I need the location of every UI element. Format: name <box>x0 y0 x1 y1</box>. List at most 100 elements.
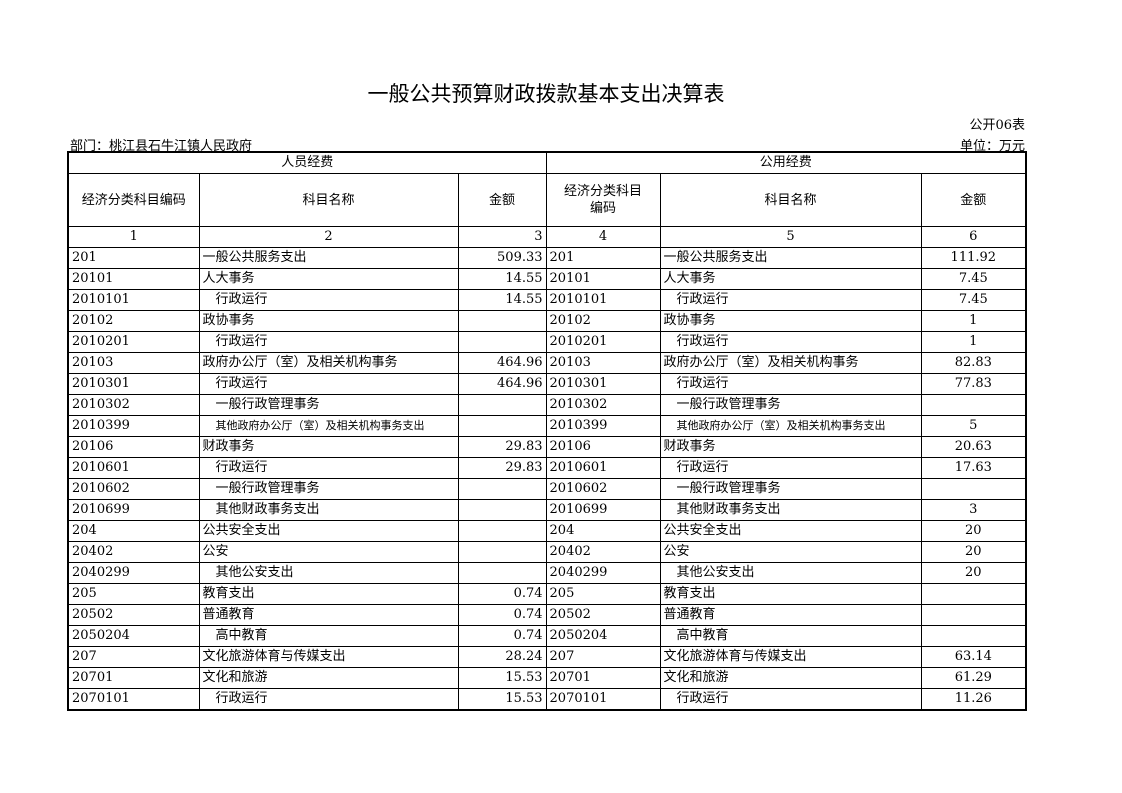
personnel-amount <box>457 415 547 437</box>
personnel-name: 行政运行 <box>198 331 459 353</box>
personnel-code: 2010101 <box>67 289 200 311</box>
personnel-name: 高中教育 <box>198 625 459 647</box>
public-code: 2010301 <box>545 373 661 395</box>
personnel-amount: 29.83 <box>457 457 547 479</box>
personnel-amount <box>457 562 547 584</box>
public-code: 2010699 <box>545 499 661 521</box>
public-name: 政府办公厅（室）及相关机构事务 <box>659 352 922 374</box>
public-code: 2070101 <box>545 688 661 711</box>
personnel-code: 2010699 <box>67 499 200 521</box>
public-code: 2040299 <box>545 562 661 584</box>
personnel-name: 行政运行 <box>198 688 459 711</box>
public-name: 文化和旅游 <box>659 667 922 689</box>
personnel-code: 2010302 <box>67 394 200 416</box>
public-amount <box>920 478 1027 500</box>
col-number: 5 <box>659 226 922 248</box>
personnel-code: 204 <box>67 520 200 542</box>
personnel-code: 2050204 <box>67 625 200 647</box>
public-code: 2010201 <box>545 331 661 353</box>
personnel-name: 行政运行 <box>198 289 459 311</box>
public-amount: 3 <box>920 499 1027 521</box>
personnel-name: 财政事务 <box>198 436 459 458</box>
public-name: 其他公安支出 <box>659 562 922 584</box>
personnel-amount: 15.53 <box>457 667 547 689</box>
public-amount <box>920 394 1027 416</box>
personnel-amount: 14.55 <box>457 268 547 290</box>
public-name: 高中教育 <box>659 625 922 647</box>
personnel-code: 2010301 <box>67 373 200 395</box>
public-amount: 1 <box>920 331 1027 353</box>
personnel-amount <box>457 394 547 416</box>
table-row: 2010201 行政运行 2010201 行政运行 1 <box>67 331 1027 353</box>
personnel-amount: 464.96 <box>457 373 547 395</box>
personnel-code: 20101 <box>67 268 200 290</box>
personnel-name: 政府办公厅（室）及相关机构事务 <box>198 352 459 374</box>
col-number: 3 <box>457 226 547 248</box>
table-row: 207 文化旅游体育与传媒支出 28.24 207 文化旅游体育与传媒支出 63.14 <box>67 646 1027 668</box>
personnel-code: 20106 <box>67 436 200 458</box>
table-row: 2070101 行政运行 15.53 2070101 行政运行 11.26 <box>67 688 1027 711</box>
table-row: 2010601 行政运行 29.83 2010601 行政运行 17.63 <box>67 457 1027 479</box>
public-amount <box>920 583 1027 605</box>
personnel-amount <box>457 541 547 563</box>
public-name: 财政事务 <box>659 436 922 458</box>
table-row: 20103 政府办公厅（室）及相关机构事务 464.96 20103 政府办公厅（室）及… <box>67 352 1027 374</box>
public-name: 行政运行 <box>659 331 922 353</box>
public-name: 一般行政管理事务 <box>659 394 922 416</box>
table-row: 20101 人大事务 14.55 20101 人大事务 7.45 <box>67 268 1027 290</box>
table-row: 20701 文化和旅游 15.53 20701 文化和旅游 61.29 <box>67 667 1027 689</box>
personnel-name: 公共安全支出 <box>198 520 459 542</box>
public-name: 一般公共服务支出 <box>659 247 922 269</box>
table-row: 2010302 一般行政管理事务 2010302 一般行政管理事务 <box>67 394 1027 416</box>
public-amount: 20 <box>920 541 1027 563</box>
public-code: 2010602 <box>545 478 661 500</box>
personnel-name: 公安 <box>198 541 459 563</box>
table-row: 20502 普通教育 0.74 20502 普通教育 <box>67 604 1027 626</box>
public-amount: 5 <box>920 415 1027 437</box>
personnel-code: 201 <box>67 247 200 269</box>
personnel-amount: 509.33 <box>457 247 547 269</box>
personnel-code: 2010602 <box>67 478 200 500</box>
personnel-amount: 0.74 <box>457 604 547 626</box>
personnel-amount: 0.74 <box>457 583 547 605</box>
public-name: 行政运行 <box>659 688 922 711</box>
personnel-amount: 28.24 <box>457 646 547 668</box>
public-amount: 1 <box>920 310 1027 332</box>
public-code: 205 <box>545 583 661 605</box>
public-code: 20402 <box>545 541 661 563</box>
public-name: 教育支出 <box>659 583 922 605</box>
public-amount: 7.45 <box>920 289 1027 311</box>
public-amount: 111.92 <box>920 247 1027 269</box>
col-number: 6 <box>920 226 1027 248</box>
form-number: 公开06表 <box>969 118 1025 133</box>
personnel-name: 行政运行 <box>198 457 459 479</box>
public-code: 2050204 <box>545 625 661 647</box>
header-name-right: 科目名称 <box>659 173 922 227</box>
personnel-name: 教育支出 <box>198 583 459 605</box>
public-amount: 61.29 <box>920 667 1027 689</box>
public-code: 204 <box>545 520 661 542</box>
header-amount-left: 金额 <box>457 173 547 227</box>
public-name: 行政运行 <box>659 373 922 395</box>
public-amount: 17.63 <box>920 457 1027 479</box>
public-code: 20106 <box>545 436 661 458</box>
group-header-personnel: 人员经费 <box>67 151 547 174</box>
public-code: 20502 <box>545 604 661 626</box>
public-name: 行政运行 <box>659 289 922 311</box>
personnel-name: 其他财政事务支出 <box>198 499 459 521</box>
personnel-amount <box>457 331 547 353</box>
personnel-name: 一般行政管理事务 <box>198 394 459 416</box>
personnel-code: 2010601 <box>67 457 200 479</box>
personnel-name: 政协事务 <box>198 310 459 332</box>
personnel-amount: 14.55 <box>457 289 547 311</box>
personnel-code: 20102 <box>67 310 200 332</box>
personnel-code: 2040299 <box>67 562 200 584</box>
col-number: 4 <box>545 226 661 248</box>
public-name: 其他财政事务支出 <box>659 499 922 521</box>
table-row: 2010101 行政运行 14.55 2010101 行政运行 7.45 <box>67 289 1027 311</box>
expenditure-table: 人员经费 公用经费 经济分类科目编码 科目名称 金额 经济分类科目编码 科目名称… <box>67 151 1028 711</box>
personnel-code: 20402 <box>67 541 200 563</box>
personnel-code: 20502 <box>67 604 200 626</box>
public-code: 207 <box>545 646 661 668</box>
table-row: 2010399 其他政府办公厅（室）及相关机构事务支出 2010399 其他政府办公厅… <box>67 415 1027 437</box>
